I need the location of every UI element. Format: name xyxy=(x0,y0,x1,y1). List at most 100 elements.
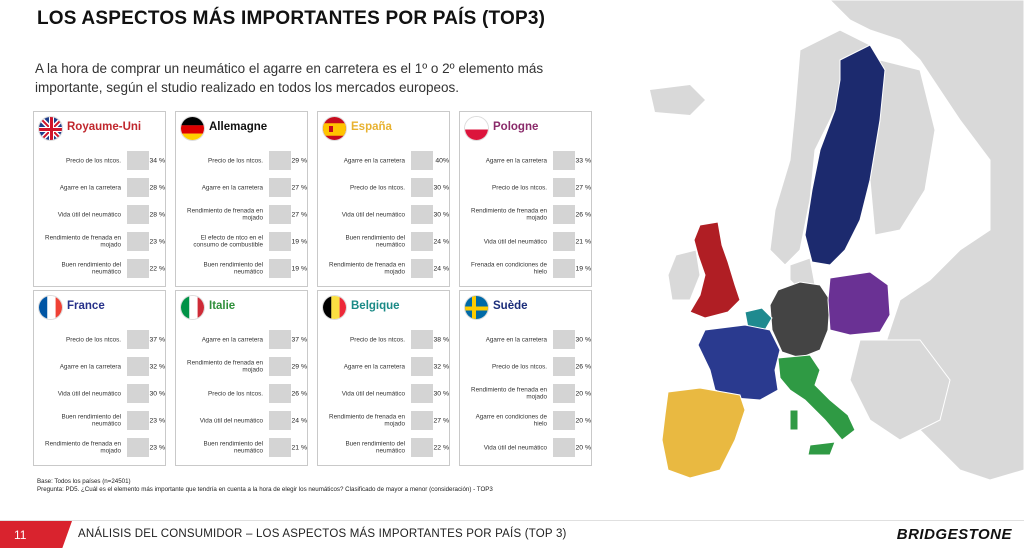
factor-row: Agarre en la carretera 28 % xyxy=(36,174,166,201)
page-number-badge: 11 xyxy=(0,521,72,548)
uk-flag-icon xyxy=(38,116,63,141)
factor-label: Vida útil del neumático xyxy=(483,443,547,451)
factor-label: Vida útil del neumático xyxy=(483,237,547,245)
factor-label: Precio de los ntcos. xyxy=(66,335,121,343)
factor-bar xyxy=(411,411,433,430)
factor-bar xyxy=(127,357,149,376)
map-region-uk xyxy=(689,221,741,319)
factor-row: Agarre en la carretera 33 % xyxy=(462,147,592,174)
factor-bar xyxy=(411,259,433,278)
factor-row: El efecto de ntco en el consumo de combu… xyxy=(178,228,308,255)
factor-bar xyxy=(269,232,291,251)
factor-value: 34 % xyxy=(149,157,166,164)
factor-row: Buen rendimiento del neumático 21 % xyxy=(178,434,308,461)
factor-label: Agarre en condiciones de hielo xyxy=(475,413,547,428)
factor-bar xyxy=(269,438,291,457)
factor-label: Buen rendimiento del neumático xyxy=(345,440,405,455)
factor-bar xyxy=(553,259,575,278)
factor-bar xyxy=(269,411,291,430)
factor-row: Agarre en la carretera 27 % xyxy=(178,174,308,201)
factor-bar xyxy=(269,330,291,349)
factor-row: Precio de los ntcos. 30 % xyxy=(320,174,450,201)
factor-label: Agarre en la carretera xyxy=(343,362,405,370)
factor-value: 27 % xyxy=(291,211,308,218)
question-note: Pregunta: PD5. ¿Cuál es el elemento más … xyxy=(37,486,493,493)
map-region-balkans xyxy=(849,339,951,441)
country-card: Allemagne Precio de los ntcos. 29 % Agarre … xyxy=(175,111,308,287)
map-region-ireland xyxy=(667,249,701,301)
factor-value: 37 % xyxy=(291,336,308,343)
country-card: Royaume-Uni Precio de los ntcos. 34 % Agarr… xyxy=(33,111,166,287)
factor-row: Vida útil del neumático 21 % xyxy=(462,228,592,255)
factor-bar xyxy=(127,205,149,224)
factor-label: Agarre en la carretera xyxy=(201,335,263,343)
factor-row: Precio de los ntcos. 26 % xyxy=(462,353,592,380)
country-name: Belgique xyxy=(351,300,400,312)
factor-bar xyxy=(411,438,433,457)
factor-value: 28 % xyxy=(149,211,166,218)
factor-value: 40% xyxy=(435,157,449,164)
base-note: Base: Todos los países (n=24501) xyxy=(37,478,131,485)
factor-row: Buen rendimiento del neumático 24 % xyxy=(320,228,450,255)
factor-row: Agarre en la carretera 37 % xyxy=(178,326,308,353)
factor-row: Agarre en la carretera 32 % xyxy=(36,353,166,380)
factor-bar xyxy=(553,438,575,457)
factor-value: 30 % xyxy=(433,184,450,191)
country-card: Suède Agarre en la carretera 30 % Precio de… xyxy=(459,290,592,466)
factor-label: Precio de los ntcos. xyxy=(492,362,547,370)
factor-row: Precio de los ntcos. 29 % xyxy=(178,147,308,174)
factor-value: 30 % xyxy=(433,211,450,218)
factor-list: Precio de los ntcos. 29 % Agarre en la car… xyxy=(178,147,308,282)
map-region-germany xyxy=(769,281,831,359)
factor-row: Agarre en la carretera 30 % xyxy=(462,326,592,353)
factor-bar xyxy=(269,259,291,278)
factor-bar xyxy=(127,178,149,197)
factor-label: Agarre en la carretera xyxy=(485,156,547,164)
factor-value: 19 % xyxy=(291,265,308,272)
factor-label: Agarre en la carretera xyxy=(343,156,405,164)
factor-label: Vida útil del neumático xyxy=(57,389,121,397)
factor-value: 30 % xyxy=(433,390,450,397)
poland-flag-icon xyxy=(464,116,489,141)
factor-row: Buen rendimiento del neumático 19 % xyxy=(178,255,308,282)
factor-value: 23 % xyxy=(149,444,166,451)
factor-bar xyxy=(127,438,149,457)
factor-bar xyxy=(553,151,575,170)
factor-label: Precio de los ntcos. xyxy=(492,183,547,191)
factor-label: Precio de los ntcos. xyxy=(350,335,405,343)
factor-row: Rendimiento de frenada en mojado 23 % xyxy=(36,228,166,255)
factor-bar xyxy=(127,232,149,251)
country-name: Pologne xyxy=(493,121,539,133)
factor-value: 28 % xyxy=(149,184,166,191)
factor-list: Precio de los ntcos. 38 % Agarre en la car… xyxy=(320,326,450,461)
factor-bar xyxy=(127,259,149,278)
country-card-header: Allemagne xyxy=(180,116,304,142)
factor-list: Precio de los ntcos. 37 % Agarre en la car… xyxy=(36,326,166,461)
factor-bar xyxy=(411,178,433,197)
factor-label: Agarre en la carretera xyxy=(485,335,547,343)
factor-label: Vida útil del neumático xyxy=(341,389,405,397)
country-card: Italie Agarre en la carretera 37 % Rendimie… xyxy=(175,290,308,466)
factor-row: Vida útil del neumático 30 % xyxy=(320,380,450,407)
factor-row: Vida útil del neumático 20 % xyxy=(462,434,592,461)
country-card-header: España xyxy=(322,116,446,142)
factor-label: Rendimiento de frenada en mojado xyxy=(45,440,121,455)
factor-label: Rendimiento de frenada en mojado xyxy=(187,359,263,374)
factor-value: 32 % xyxy=(433,363,450,370)
italy-flag-icon xyxy=(180,295,205,320)
factor-bar xyxy=(553,330,575,349)
france-flag-icon xyxy=(38,295,63,320)
factor-row: Precio de los ntcos. 38 % xyxy=(320,326,450,353)
factor-list: Agarre en la carretera 37 % Rendimiento de… xyxy=(178,326,308,461)
factor-label: Agarre en la carretera xyxy=(201,183,263,191)
factor-label: Vida útil del neumático xyxy=(57,210,121,218)
factor-row: Precio de los ntcos. 34 % xyxy=(36,147,166,174)
factor-label: Precio de los ntcos. xyxy=(208,156,263,164)
sweden-flag-icon xyxy=(464,295,489,320)
factor-bar xyxy=(269,205,291,224)
country-card-header: Italie xyxy=(180,295,304,321)
map-region-other xyxy=(829,0,1024,481)
country-card: France Precio de los ntcos. 37 % Agarre en … xyxy=(33,290,166,466)
factor-value: 26 % xyxy=(291,390,308,397)
factor-label: El efecto de ntco en el consumo de combu… xyxy=(193,234,263,249)
